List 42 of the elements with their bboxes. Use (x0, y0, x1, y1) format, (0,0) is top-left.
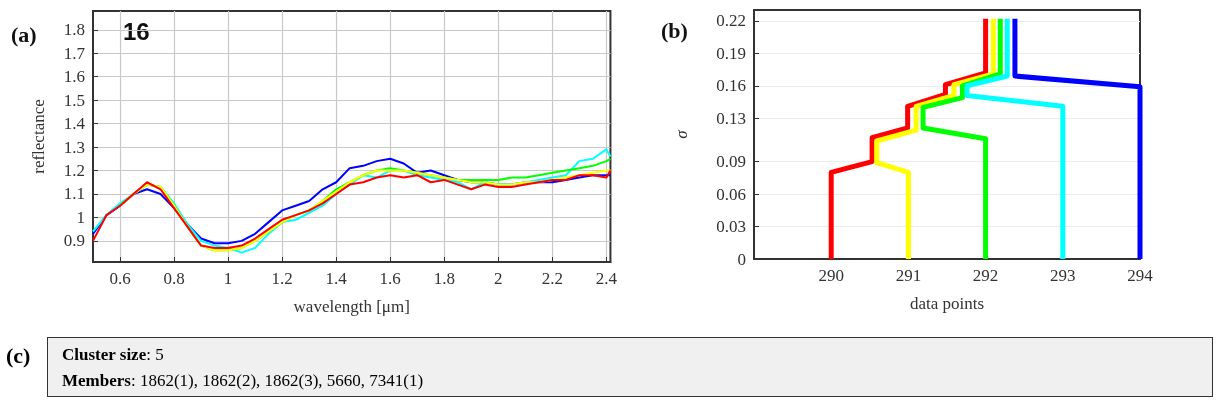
y-tick-label: 0.06 (716, 184, 746, 204)
chart-title: (b) (661, 17, 688, 43)
y-axis-title: reflectance (29, 99, 48, 174)
y-tick-label: 1.3 (63, 137, 85, 157)
y-tick-label: 0.09 (716, 152, 746, 172)
x-axis-title: data points (909, 294, 985, 313)
x-tick-label: 2 (494, 269, 503, 288)
y-tick-label: 1.2 (63, 161, 85, 181)
x-tick-label: 1.6 (379, 269, 401, 288)
text: (c) (6, 343, 31, 369)
y-tick-label: 1.6 (63, 67, 85, 87)
y-tick-label: 0.22 (716, 11, 746, 31)
y-tick-label: 0.03 (716, 217, 746, 237)
y-axis-title: σ (672, 129, 691, 139)
text: Members: 1862(1), 1862(2), 1862(3), 5660, 7341(1) (62, 370, 425, 392)
x-tick-label: 0.8 (163, 269, 185, 288)
text: Cluster size: 5 (62, 344, 165, 366)
x-tick-label: 1.8 (433, 269, 455, 288)
y-tick-label: 0 (737, 249, 746, 269)
x-tick-label: 1.4 (325, 269, 348, 288)
x-tick-label: 290 (818, 266, 844, 285)
y-tick-label: 0.16 (716, 76, 746, 96)
x-tick-label: 1 (223, 269, 233, 288)
y-tick-label: 1.1 (63, 184, 85, 204)
y-tick-label: 0.19 (716, 43, 746, 63)
y-tick-label: 1.4 (63, 114, 86, 134)
x-tick-label: 1.2 (271, 269, 293, 288)
x-tick-label: 293 (1050, 266, 1076, 285)
y-tick-label: 1.8 (63, 20, 85, 40)
x-tick-label: 0.6 (109, 269, 131, 288)
text: (a) (11, 21, 37, 47)
x-tick-label: 292 (972, 266, 999, 285)
x-tick-label: 291 (895, 266, 922, 285)
y-tick-label: 0.9 (63, 231, 85, 251)
x-axis-title: wavelength [μm] (293, 297, 410, 316)
x-tick-label: 2.2 (541, 269, 563, 288)
y-tick-label: 1.5 (63, 90, 85, 110)
y-tick-label: 1 (76, 207, 85, 227)
y-tick-label: 0.13 (716, 108, 746, 128)
x-tick-label: 2.4 (595, 269, 618, 288)
y-tick-label: 1.7 (63, 43, 86, 63)
x-tick-label: 294 (1127, 266, 1154, 285)
